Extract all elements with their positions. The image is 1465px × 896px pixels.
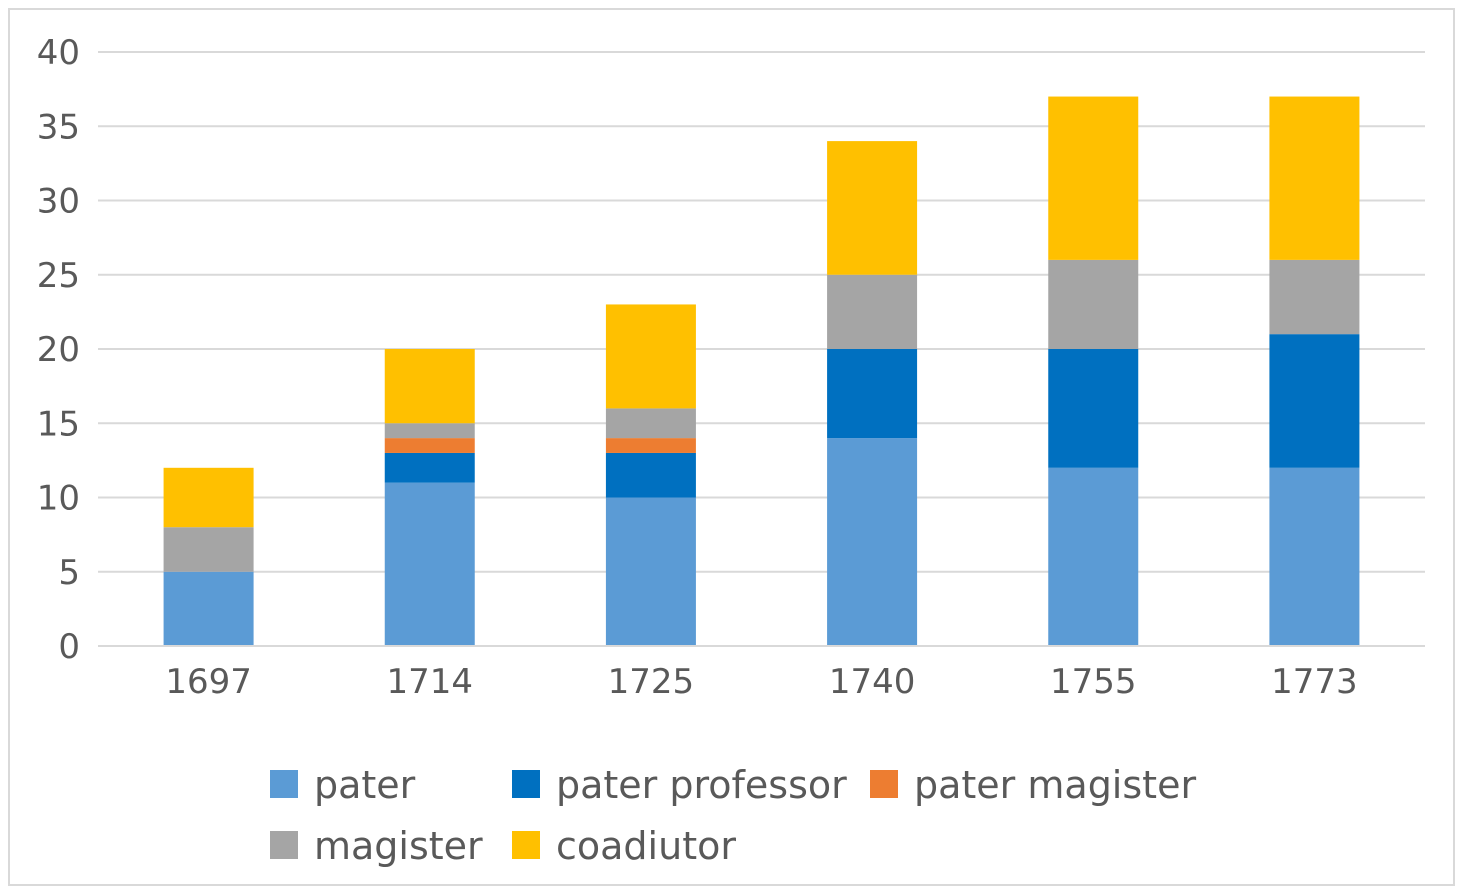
bars — [163, 96, 1360, 646]
legend: pater pater professor pater magister magist… — [270, 763, 1196, 868]
bar-pater-professor-1740 — [827, 349, 918, 439]
bar-pater-1714 — [384, 482, 475, 646]
legend-swatch-coadiutor — [512, 831, 540, 859]
bar-magister-1697 — [163, 527, 254, 572]
y-tick-label: 35 — [37, 107, 80, 147]
bar-coadiutor-1755 — [1048, 96, 1139, 260]
bar-pater-1697 — [163, 571, 254, 646]
y-tick-label: 25 — [37, 256, 80, 296]
legend-label-pater: pater — [314, 763, 416, 807]
y-tick-label: 10 — [37, 479, 80, 519]
legend-swatch-pater — [270, 770, 298, 798]
bar-coadiutor-1773 — [1269, 96, 1360, 260]
bar-magister-1755 — [1048, 259, 1139, 349]
legend-label-pater-professor: pater professor — [556, 763, 847, 807]
bar-pater-professor-1714 — [384, 452, 475, 483]
y-tick-label: 0 — [58, 627, 80, 667]
bar-pater-1740 — [827, 438, 918, 646]
x-tick-label: 1740 — [829, 662, 916, 702]
legend-label-magister: magister — [314, 824, 483, 868]
chart-frame — [8, 8, 1455, 886]
bar-magister-1725 — [605, 408, 696, 439]
x-tick-label: 1714 — [386, 662, 473, 702]
y-tick-label: 40 — [37, 33, 80, 73]
bar-coadiutor-1714 — [384, 349, 475, 424]
bar-magister-1714 — [384, 423, 475, 439]
x-tick-label: 1697 — [165, 662, 252, 702]
legend-swatch-pater-magister — [870, 770, 898, 798]
y-tick-label: 20 — [37, 330, 80, 370]
x-tick-label: 1725 — [608, 662, 695, 702]
bar-pater-professor-1725 — [605, 452, 696, 498]
bar-pater-magister-1725 — [605, 438, 696, 453]
bar-pater-professor-1773 — [1269, 334, 1360, 468]
y-tick-label: 5 — [58, 553, 80, 593]
bar-magister-1740 — [827, 274, 918, 349]
x-tick-label: 1773 — [1271, 662, 1358, 702]
legend-label-coadiutor: coadiutor — [556, 824, 736, 868]
legend-swatch-pater-professor — [512, 770, 540, 798]
legend-label-pater-magister: pater magister — [914, 763, 1196, 807]
axes: 0 5 10 15 20 25 30 35 40 1697 1714 1725 1740 1755 1773 — [37, 33, 1425, 702]
bar-pater-magister-1714 — [384, 438, 475, 453]
bar-pater-professor-1755 — [1048, 349, 1139, 468]
legend-swatch-magister — [270, 831, 298, 859]
bar-coadiutor-1725 — [605, 304, 696, 409]
bar-coadiutor-1697 — [163, 467, 254, 528]
bar-pater-1773 — [1269, 467, 1360, 646]
bar-coadiutor-1740 — [827, 141, 918, 275]
bar-pater-1725 — [605, 497, 696, 646]
bar-magister-1773 — [1269, 259, 1360, 335]
bar-pater-1755 — [1048, 467, 1139, 646]
gridlines — [98, 51, 1425, 647]
y-tick-label: 15 — [37, 404, 80, 444]
y-tick-label: 30 — [37, 182, 80, 222]
x-tick-label: 1755 — [1050, 662, 1137, 702]
